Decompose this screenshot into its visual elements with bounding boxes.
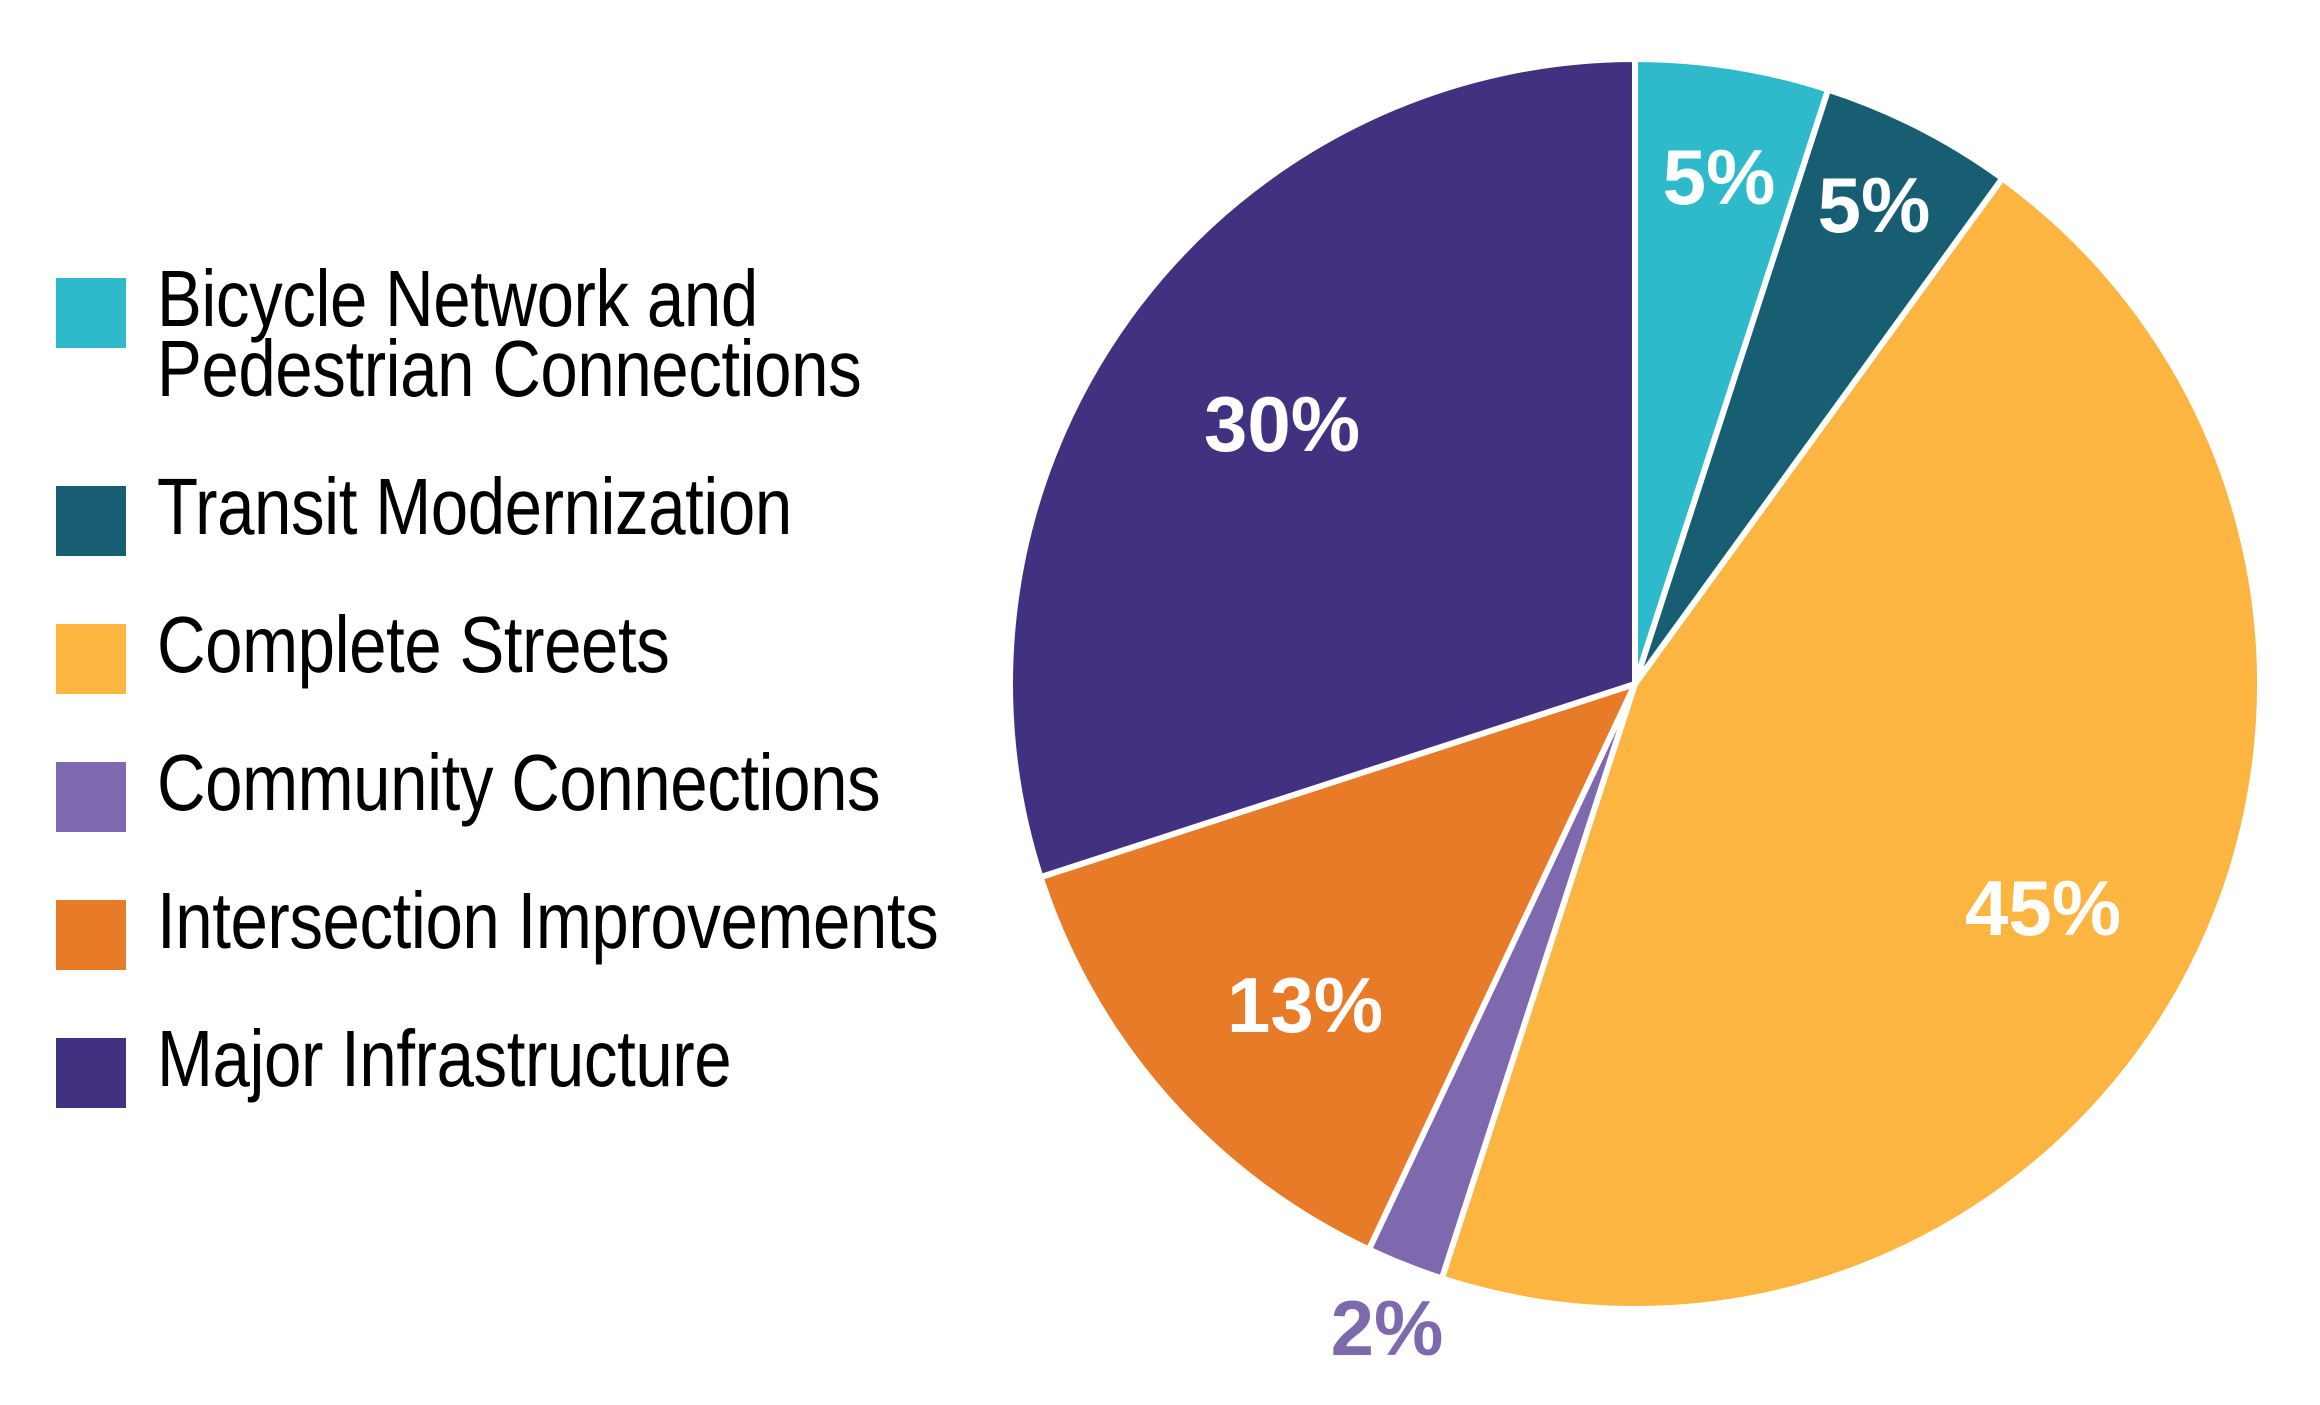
legend-swatch <box>56 762 126 832</box>
legend-label: Intersection Improvements <box>157 876 939 965</box>
legend-label: Major Infrastructure <box>157 1014 732 1103</box>
legend-label-line: Community Connections <box>157 738 881 827</box>
slice-value-label-intersection-improvements: 13% <box>1227 961 1383 1049</box>
legend-label-line: Major Infrastructure <box>157 1014 732 1103</box>
legend-label: Bicycle Network and Pedestrian Connectio… <box>157 254 862 413</box>
pie-slice-major-infrastructure <box>1007 56 1638 881</box>
legend-swatch <box>56 486 126 556</box>
legend-label-line: Pedestrian Connections <box>157 324 862 413</box>
pie-slice-intersection-improvements <box>1037 681 1638 1253</box>
legend-label-line: Bicycle Network and <box>157 254 758 343</box>
slice-value-label-complete-streets: 45% <box>1965 864 2121 952</box>
legend-label: Transit Modernization <box>157 462 792 551</box>
slice-value-label-bicycle-pedestrian: 5% <box>1663 133 1776 221</box>
pie-value-labels: 5% 5% 45% 2% 13% 30% <box>1204 133 2121 1372</box>
pie-slices <box>1007 56 2263 1312</box>
legend-label-line: Complete Streets <box>157 600 670 689</box>
slice-value-label-transit-modernization: 5% <box>1818 161 1931 249</box>
slice-value-label-community-connections: 2% <box>1331 1284 1444 1372</box>
legend-label: Complete Streets <box>157 600 670 689</box>
slice-value-label-major-infrastructure: 30% <box>1204 380 1360 468</box>
legend-swatch <box>56 278 126 348</box>
legend-swatch <box>56 624 126 694</box>
legend-swatch <box>56 900 126 970</box>
legend-label-line: Intersection Improvements <box>157 876 939 965</box>
pie-slice-transit-modernization <box>1632 86 2006 687</box>
pie-slice-complete-streets <box>1438 175 2263 1312</box>
legend-label: Community Connections <box>157 738 881 827</box>
legend-swatch <box>56 1038 126 1108</box>
legend-label-line: Transit Modernization <box>157 462 792 551</box>
